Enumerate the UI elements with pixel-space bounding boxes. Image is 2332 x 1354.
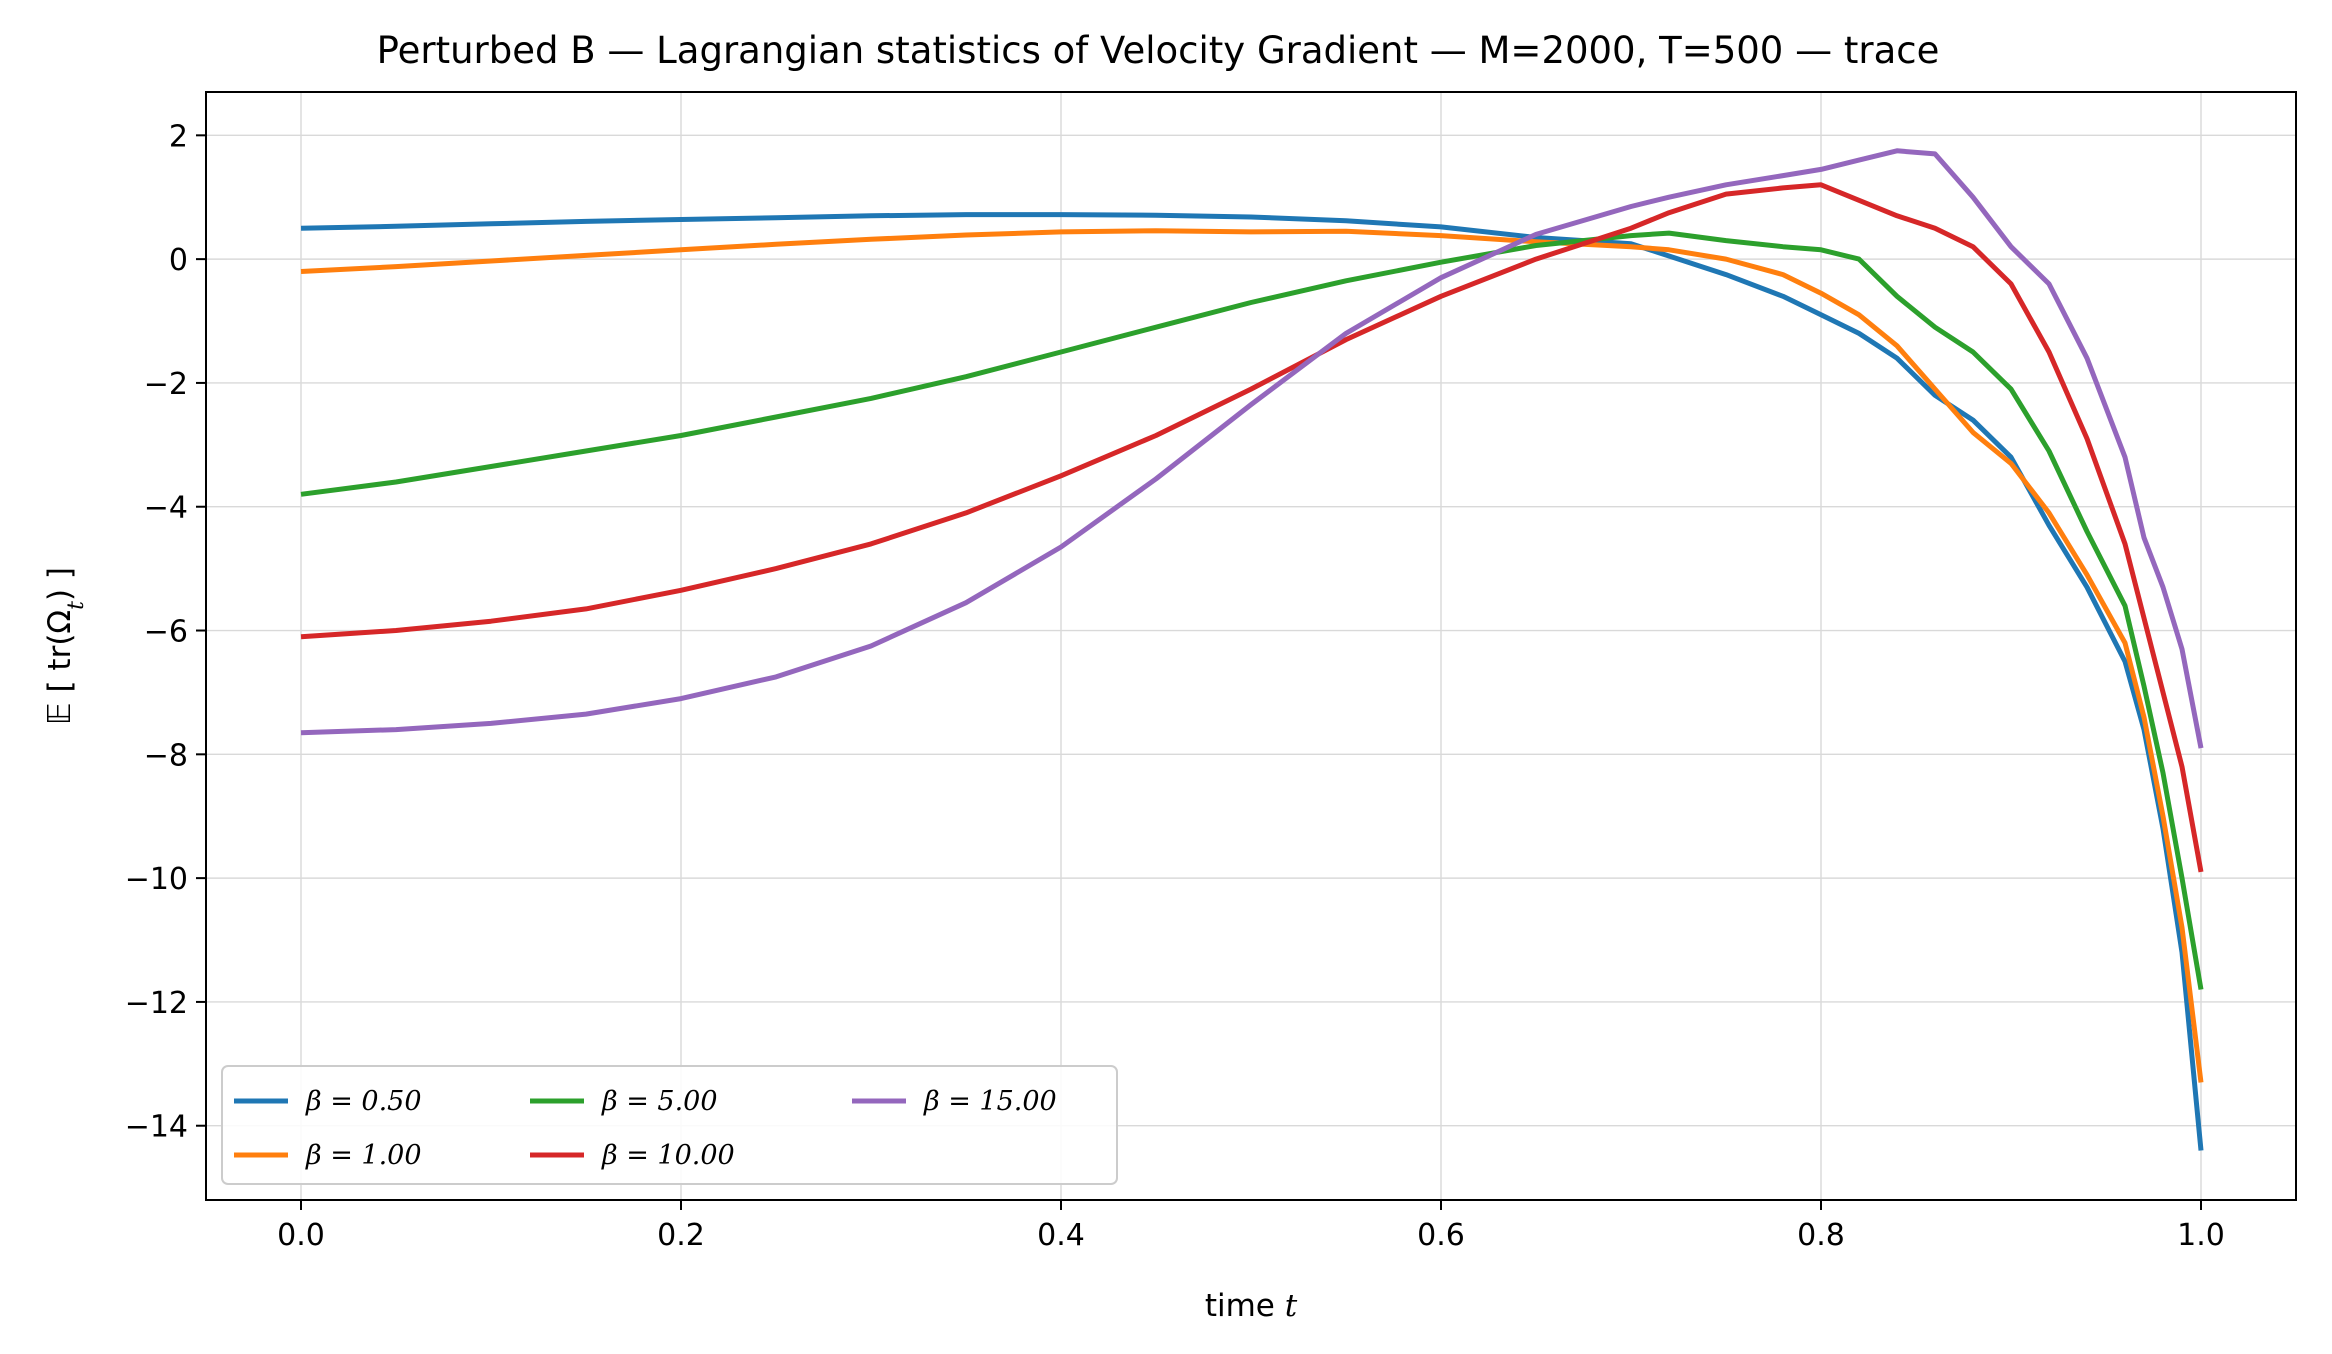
x-tick-label: 0.8 bbox=[1797, 1218, 1845, 1253]
x-axis-label: time t bbox=[1205, 1288, 1298, 1324]
y-axis-ticks: 2 0 −2 −4 −6 −8 −10 −12 −14 bbox=[125, 119, 206, 1145]
y-axis-label: 𝔼 [ tr(Ωt) ] bbox=[42, 567, 89, 725]
y-tick-label: −12 bbox=[125, 986, 188, 1021]
y-tick-label: −2 bbox=[144, 367, 188, 402]
legend-label-2: β = 5.00 bbox=[601, 1086, 718, 1117]
legend-label-4: β = 15.00 bbox=[923, 1086, 1057, 1117]
legend: β = 0.50 β = 1.00 β = 5.00 β = 10.00 β = 15.… bbox=[221, 1065, 1118, 1185]
series-line-3 bbox=[300, 182, 2204, 873]
series-line-4 bbox=[300, 148, 2204, 749]
x-tick-label: 0.6 bbox=[1417, 1218, 1465, 1253]
plot-frame bbox=[205, 91, 2297, 1201]
y-tick-label: 0 bbox=[169, 243, 188, 278]
x-tick-label: 0.2 bbox=[657, 1218, 705, 1253]
series-line-2 bbox=[300, 230, 2204, 990]
legend-label-3: β = 10.00 bbox=[601, 1140, 735, 1171]
legend-label-1: β = 1.00 bbox=[305, 1140, 422, 1171]
x-axis-ticks: 0.0 0.2 0.4 0.6 0.8 1.0 bbox=[277, 1200, 2225, 1253]
y-tick-label: −4 bbox=[144, 491, 188, 526]
legend-box bbox=[221, 1065, 1118, 1185]
y-tick-label: −14 bbox=[125, 1110, 188, 1145]
y-tick-label: −6 bbox=[144, 615, 188, 650]
x-tick-label: 1.0 bbox=[2177, 1218, 2225, 1253]
series-line-1 bbox=[300, 228, 2204, 1083]
x-tick-label: 0.4 bbox=[1037, 1218, 1085, 1253]
series-line-0 bbox=[300, 212, 2204, 1151]
x-tick-label: 0.0 bbox=[277, 1218, 325, 1253]
series-lines bbox=[300, 148, 2204, 1151]
chart-title: Perturbed B — Lagrangian statistics of V… bbox=[377, 29, 1940, 72]
y-tick-label: −8 bbox=[144, 738, 188, 773]
grid bbox=[206, 92, 2296, 1200]
legend-label-0: β = 0.50 bbox=[305, 1086, 422, 1117]
y-tick-label: −10 bbox=[125, 862, 188, 897]
y-tick-label: 2 bbox=[169, 119, 188, 154]
